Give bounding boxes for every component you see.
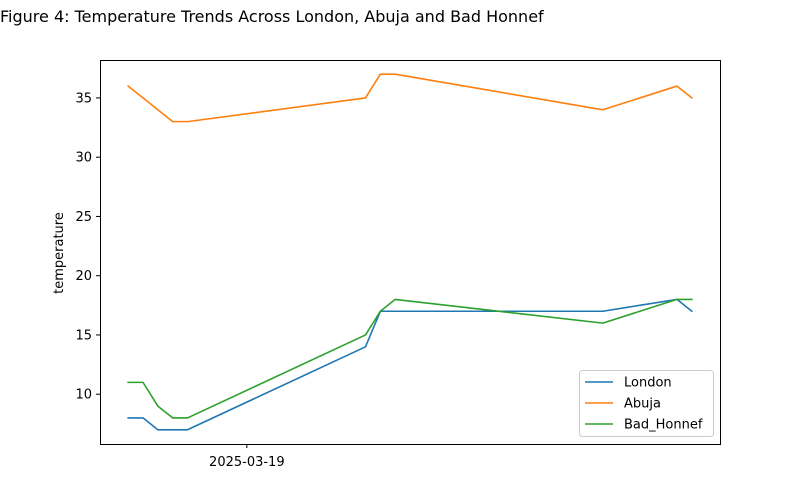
- x-tick-label: 2025-03-19: [209, 455, 285, 470]
- y-axis-label: temperature: [52, 212, 67, 294]
- y-axis-ticks: 10 15 20 25 30 35: [75, 91, 100, 403]
- y-tick-label: 20: [75, 269, 92, 284]
- legend-label: Abuja: [624, 397, 661, 412]
- legend-label: London: [624, 376, 672, 391]
- y-tick-label: 25: [75, 210, 92, 225]
- y-tick-label: 15: [75, 328, 92, 343]
- legend: London Abuja Bad_Honnef: [579, 370, 714, 437]
- legend-frame: [579, 370, 714, 437]
- legend-label: Bad_Honnef: [624, 418, 703, 433]
- series-line-bad-honnef: [127, 298, 693, 419]
- series-line-abuja: [127, 73, 693, 123]
- x-axis-ticks: 2025-03-19: [209, 444, 285, 470]
- plot-frame: [100, 60, 721, 445]
- y-tick-label: 10: [75, 388, 92, 403]
- series-line-london: [127, 298, 693, 431]
- chart-title: Figure 4: Temperature Trends Across Lond…: [0, 7, 544, 26]
- y-tick-label: 35: [75, 91, 92, 106]
- plot-lines: [127, 73, 693, 431]
- y-tick-label: 30: [75, 151, 92, 166]
